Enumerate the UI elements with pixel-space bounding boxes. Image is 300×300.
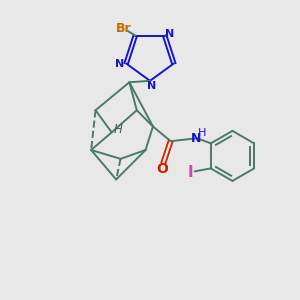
Text: H: H bbox=[198, 128, 207, 138]
Text: Br: Br bbox=[116, 22, 131, 35]
Text: N: N bbox=[147, 81, 156, 91]
Text: N: N bbox=[165, 29, 175, 39]
Text: O: O bbox=[156, 162, 168, 176]
Text: H: H bbox=[114, 123, 123, 136]
Text: N: N bbox=[115, 58, 124, 68]
Text: N: N bbox=[191, 132, 202, 145]
Text: I: I bbox=[187, 165, 193, 180]
